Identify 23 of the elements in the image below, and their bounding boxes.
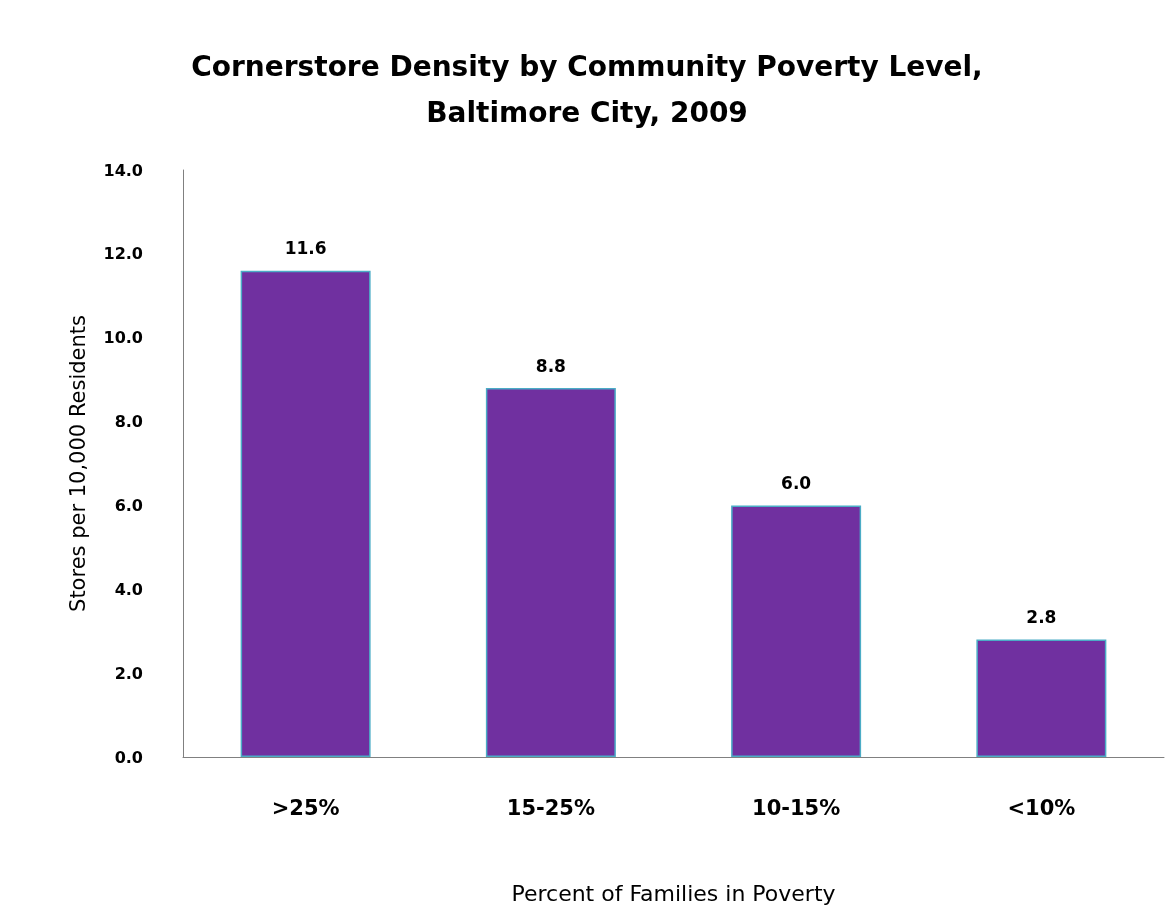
- y-tick-label: 14.0: [103, 160, 143, 180]
- data-label: 11.6: [284, 238, 327, 259]
- y-axis-title: Stores per 10,000 Residents: [65, 315, 90, 612]
- y-tick-label: 10.0: [103, 328, 143, 348]
- x-tick-label: <10%: [1007, 795, 1076, 820]
- x-tick-label: >25%: [271, 795, 340, 820]
- y-tick-label: 8.0: [114, 412, 143, 432]
- bar: [976, 639, 1107, 757]
- bar: [485, 388, 616, 757]
- y-tick-label: 2.0: [114, 663, 143, 683]
- x-axis-title: Percent of Families in Poverty: [511, 880, 836, 906]
- data-label: 8.8: [535, 355, 566, 376]
- x-tick-label: 15-25%: [506, 795, 595, 820]
- y-tick-label: 6.0: [114, 495, 143, 515]
- data-label: 6.0: [781, 472, 812, 493]
- y-tick-label: 12.0: [103, 244, 143, 264]
- y-tick-label: 4.0: [114, 579, 143, 599]
- chart-title: Cornerstore Density by Community Poverty Level, Baltimore City, 2009: [191, 49, 983, 129]
- y-tick-label: 0.0: [114, 747, 143, 767]
- data-label: 2.8: [1026, 607, 1057, 628]
- bar: [731, 505, 862, 757]
- x-tick-label: 10-15%: [752, 795, 841, 820]
- bar: [240, 270, 371, 757]
